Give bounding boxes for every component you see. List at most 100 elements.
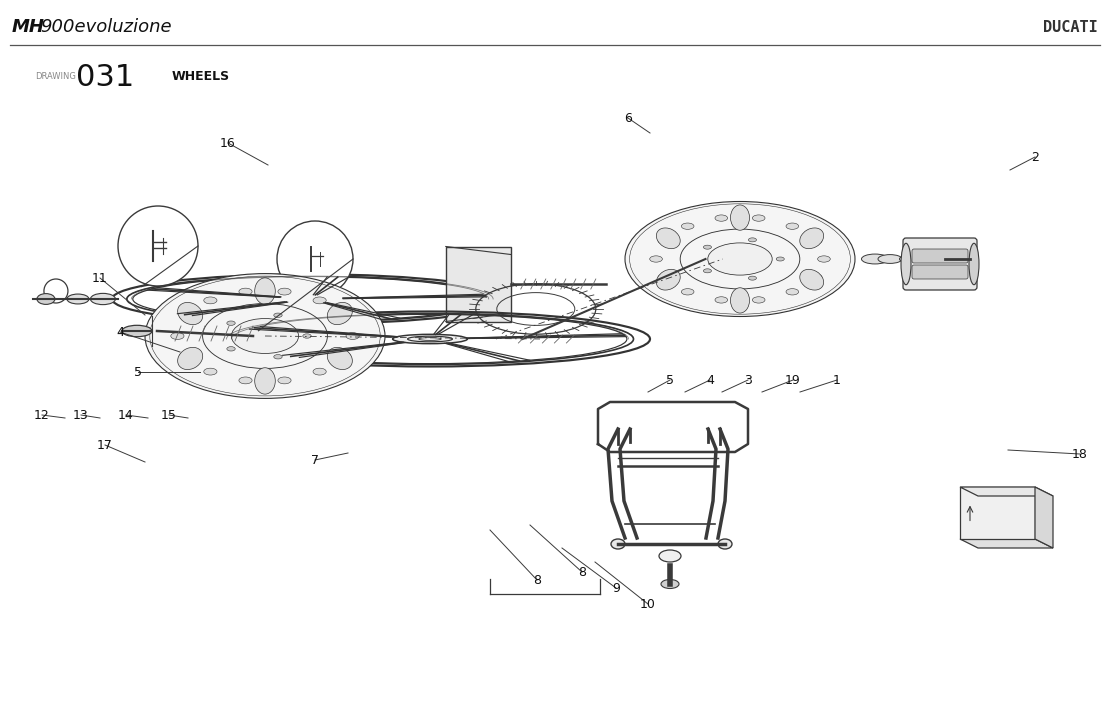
Ellipse shape: [659, 550, 682, 562]
Text: 4: 4: [117, 326, 124, 338]
Ellipse shape: [656, 228, 680, 248]
Text: 16: 16: [220, 136, 235, 149]
Ellipse shape: [180, 313, 193, 320]
Polygon shape: [960, 487, 1053, 496]
Text: 13: 13: [73, 408, 89, 421]
Ellipse shape: [274, 313, 282, 318]
Ellipse shape: [776, 257, 785, 261]
Ellipse shape: [682, 223, 694, 229]
Ellipse shape: [704, 268, 712, 273]
Ellipse shape: [327, 303, 352, 325]
Ellipse shape: [226, 321, 235, 326]
Ellipse shape: [660, 580, 679, 588]
Ellipse shape: [730, 288, 749, 313]
Ellipse shape: [346, 333, 360, 339]
Ellipse shape: [303, 334, 311, 338]
Ellipse shape: [682, 288, 694, 295]
Ellipse shape: [800, 269, 824, 290]
Ellipse shape: [393, 334, 467, 343]
Ellipse shape: [649, 256, 663, 262]
Polygon shape: [960, 487, 1035, 539]
Ellipse shape: [276, 295, 344, 303]
Ellipse shape: [239, 288, 252, 295]
Ellipse shape: [809, 274, 823, 281]
Ellipse shape: [969, 243, 979, 285]
Ellipse shape: [818, 256, 830, 262]
Ellipse shape: [753, 297, 765, 303]
Text: 8: 8: [578, 565, 586, 578]
Ellipse shape: [786, 288, 799, 295]
Ellipse shape: [658, 274, 670, 281]
Ellipse shape: [145, 273, 385, 398]
Ellipse shape: [327, 348, 352, 370]
Text: DRAWING: DRAWING: [36, 72, 75, 81]
Ellipse shape: [278, 221, 353, 297]
Text: DUCATI: DUCATI: [1043, 19, 1098, 35]
Ellipse shape: [918, 256, 936, 262]
Ellipse shape: [226, 347, 235, 351]
Text: 9: 9: [612, 581, 620, 595]
Ellipse shape: [901, 243, 911, 285]
Ellipse shape: [800, 228, 824, 248]
Ellipse shape: [656, 269, 680, 290]
Ellipse shape: [313, 368, 326, 375]
FancyBboxPatch shape: [912, 249, 968, 263]
Ellipse shape: [37, 293, 54, 304]
Text: 6: 6: [624, 111, 632, 124]
Ellipse shape: [178, 303, 203, 325]
Ellipse shape: [861, 254, 888, 264]
Ellipse shape: [625, 201, 855, 316]
Text: WHEELS: WHEELS: [172, 70, 230, 83]
Ellipse shape: [708, 243, 773, 275]
Ellipse shape: [610, 539, 625, 549]
Ellipse shape: [204, 368, 216, 375]
Ellipse shape: [753, 215, 765, 221]
Ellipse shape: [278, 377, 291, 384]
Ellipse shape: [254, 278, 275, 304]
FancyBboxPatch shape: [912, 265, 968, 279]
Ellipse shape: [932, 253, 962, 264]
Text: MH: MH: [12, 18, 46, 36]
FancyBboxPatch shape: [904, 238, 977, 290]
Ellipse shape: [658, 238, 670, 244]
Text: 5: 5: [666, 373, 674, 386]
Text: 10: 10: [640, 598, 656, 610]
Ellipse shape: [899, 255, 920, 263]
Ellipse shape: [90, 293, 115, 305]
Text: 15: 15: [161, 408, 176, 421]
Ellipse shape: [231, 318, 299, 353]
Ellipse shape: [171, 333, 184, 339]
Text: 12: 12: [34, 408, 50, 421]
Ellipse shape: [122, 326, 152, 337]
Text: 1: 1: [834, 373, 841, 386]
Ellipse shape: [786, 223, 799, 229]
FancyBboxPatch shape: [446, 246, 511, 321]
Ellipse shape: [254, 368, 275, 394]
Ellipse shape: [239, 377, 252, 384]
Text: 3: 3: [744, 373, 751, 386]
Ellipse shape: [204, 297, 216, 304]
Ellipse shape: [715, 297, 728, 303]
Text: 18: 18: [1072, 448, 1088, 461]
Ellipse shape: [178, 348, 203, 370]
Ellipse shape: [274, 355, 282, 359]
Ellipse shape: [118, 206, 198, 286]
Ellipse shape: [748, 238, 756, 242]
Text: 8: 8: [533, 573, 541, 586]
Text: 11: 11: [92, 271, 108, 284]
Ellipse shape: [180, 352, 193, 359]
Polygon shape: [1035, 487, 1053, 548]
Text: 19: 19: [785, 373, 801, 386]
Ellipse shape: [718, 539, 731, 549]
Ellipse shape: [748, 276, 756, 280]
Text: 900evoluzione: 900evoluzione: [40, 18, 172, 36]
Text: 17: 17: [97, 438, 113, 451]
Ellipse shape: [278, 288, 291, 295]
Ellipse shape: [313, 297, 326, 304]
Ellipse shape: [337, 352, 351, 359]
Text: 7: 7: [311, 453, 319, 466]
Text: 5: 5: [134, 366, 142, 378]
Text: 14: 14: [118, 408, 134, 421]
Ellipse shape: [878, 255, 902, 263]
Text: 031: 031: [75, 64, 134, 92]
